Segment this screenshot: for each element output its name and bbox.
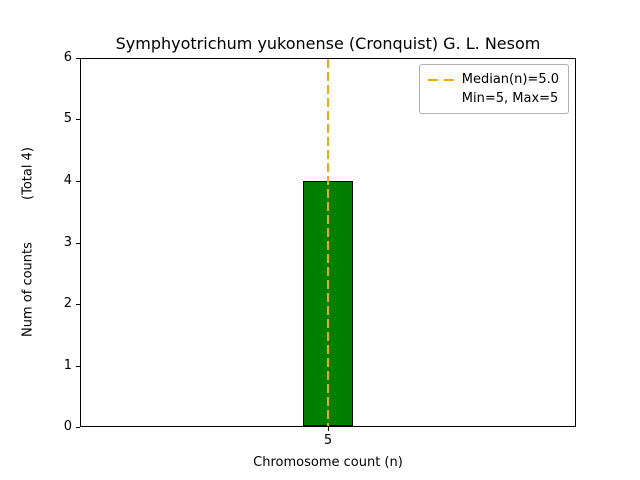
y-tick-mark <box>76 427 80 428</box>
x-axis-label: Chromosome count (n) <box>253 455 403 470</box>
y-tick-mark <box>76 58 80 59</box>
y-axis-label-text: Num of counts <box>20 242 36 337</box>
legend-minmax-label: Min=5, Max=5 <box>461 91 559 106</box>
plot-area: Median(n)=5.0 Min=5, Max=5 <box>80 58 576 427</box>
legend-blank-swatch <box>428 98 454 100</box>
x-tick-label: 5 <box>323 433 333 448</box>
y-tick-mark <box>76 119 80 120</box>
y-tick-label: 6 <box>63 50 72 65</box>
y-tick-mark <box>76 304 80 305</box>
y-tick-label: 5 <box>63 111 72 126</box>
legend-row-minmax: Min=5, Max=5 <box>428 89 559 108</box>
y-tick-label: 0 <box>63 419 72 434</box>
legend: Median(n)=5.0 Min=5, Max=5 <box>418 64 569 114</box>
y-tick-label: 2 <box>63 296 72 311</box>
y-tick-label: 1 <box>63 358 72 373</box>
legend-row-median: Median(n)=5.0 <box>427 70 559 89</box>
y-tick-mark <box>76 181 80 182</box>
legend-median-label: Median(n)=5.0 <box>461 72 559 87</box>
y-tick-mark <box>76 243 80 244</box>
median-line <box>327 59 329 426</box>
y-tick-label: 3 <box>63 235 72 250</box>
y-tick-label: 4 <box>63 173 72 188</box>
y-tick-mark <box>76 366 80 367</box>
x-tick-mark <box>328 427 329 431</box>
chart-title: Symphyotrichum yukonense (Cronquist) G. … <box>115 34 541 53</box>
median-dash-icon <box>427 78 454 81</box>
